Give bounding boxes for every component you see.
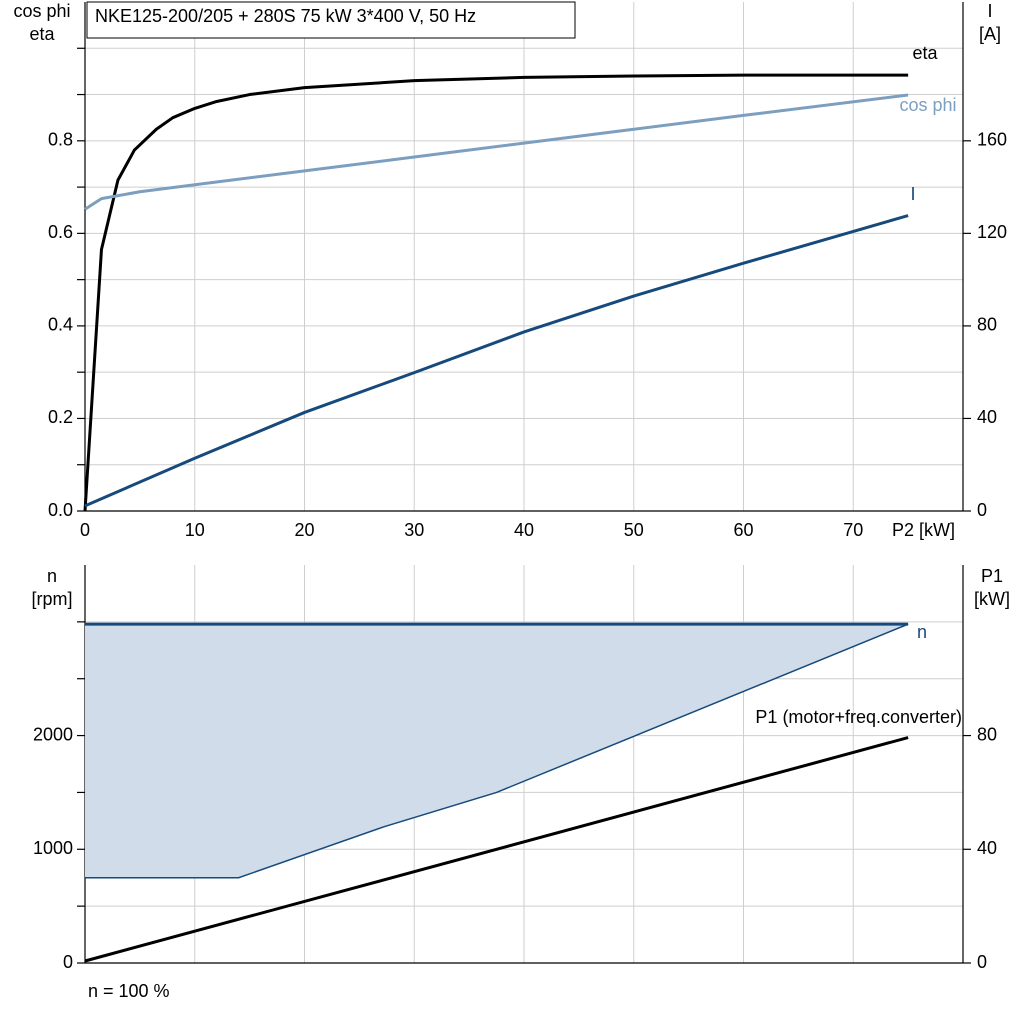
x-tick-label: 40 bbox=[514, 520, 534, 540]
y-tick-label: 1000 bbox=[33, 838, 73, 858]
x-tick-label: 20 bbox=[294, 520, 314, 540]
y2-tick-label: 40 bbox=[977, 838, 997, 858]
x-tick-label: 70 bbox=[843, 520, 863, 540]
series-line bbox=[83, 73, 909, 512]
y2-tick-label: 80 bbox=[977, 315, 997, 335]
x-tick-label: 60 bbox=[733, 520, 753, 540]
x-axis-label: P2 [kW] bbox=[892, 520, 955, 540]
y-tick-label: 0.4 bbox=[48, 315, 73, 335]
note: n = 100 % bbox=[88, 981, 170, 1001]
title-box bbox=[86, 1, 576, 39]
x-tick-label: 0 bbox=[80, 520, 90, 540]
n-min-line bbox=[85, 623, 909, 879]
series-label: cos phi bbox=[899, 95, 956, 115]
chart-title: NKE125-200/205 + 280S 75 kW 3*400 V, 50 … bbox=[95, 6, 476, 26]
y-tick-label: 0.6 bbox=[48, 222, 73, 242]
y2-axis-label: I bbox=[987, 1, 992, 21]
y2-tick-label: 160 bbox=[977, 130, 1007, 150]
x-tick-label: 30 bbox=[404, 520, 424, 540]
y2-tick-label: 0 bbox=[977, 952, 987, 972]
y-tick-label: 0 bbox=[63, 952, 73, 972]
x-tick-label: 50 bbox=[624, 520, 644, 540]
y2-tick-label: 80 bbox=[977, 724, 997, 744]
y2-axis-label: P1 bbox=[981, 566, 1003, 586]
series-line bbox=[84, 214, 909, 508]
n-range-area bbox=[85, 624, 909, 878]
y2-axis-label: [A] bbox=[979, 24, 1001, 44]
series-label: I bbox=[910, 184, 915, 204]
y-axis-label: [rpm] bbox=[31, 589, 72, 609]
series-label: eta bbox=[912, 43, 938, 63]
series-line bbox=[84, 93, 909, 211]
y-axis-label: n bbox=[47, 566, 57, 586]
y2-tick-label: 0 bbox=[977, 500, 987, 520]
y2-tick-label: 40 bbox=[977, 407, 997, 427]
series-label: n bbox=[917, 622, 927, 642]
y-tick-label: 2000 bbox=[33, 724, 73, 744]
series-line bbox=[84, 736, 909, 963]
x-tick-label: 10 bbox=[185, 520, 205, 540]
y-axis-label: eta bbox=[29, 24, 55, 44]
y-tick-label: 0.0 bbox=[48, 500, 73, 520]
y2-tick-label: 120 bbox=[977, 222, 1007, 242]
series-label: P1 (motor+freq.converter) bbox=[755, 707, 962, 727]
y2-axis-label: [kW] bbox=[974, 589, 1010, 609]
y-axis-label: cos phi bbox=[13, 1, 70, 21]
y-tick-label: 0.2 bbox=[48, 407, 73, 427]
y-tick-label: 0.8 bbox=[48, 130, 73, 150]
